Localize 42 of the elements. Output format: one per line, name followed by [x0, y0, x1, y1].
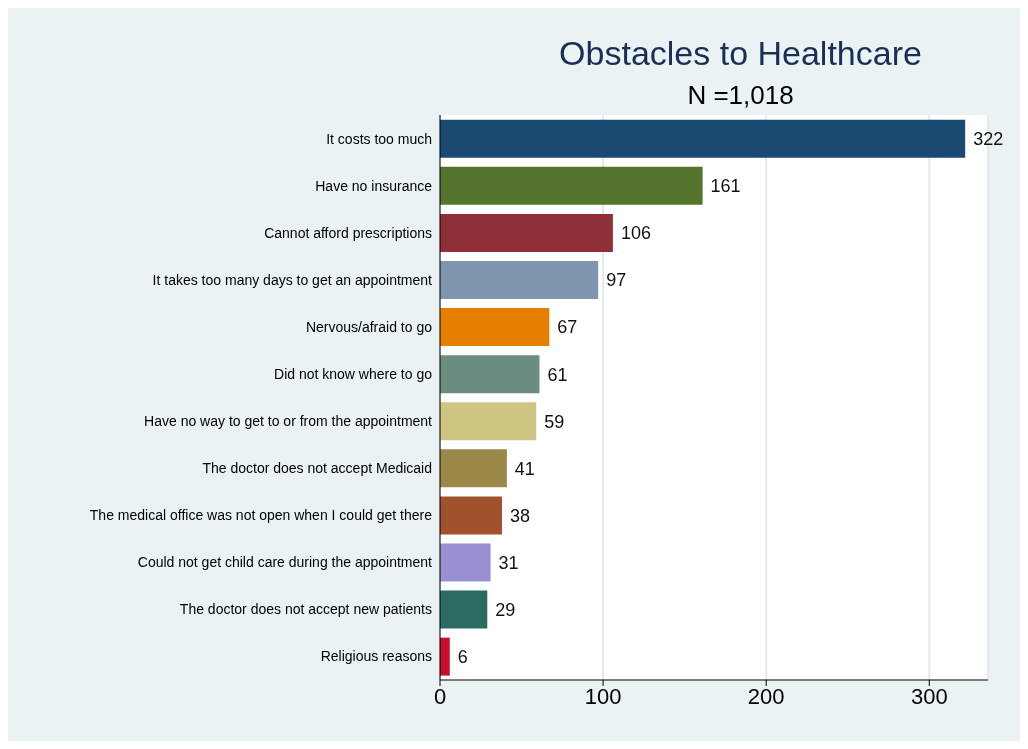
y-tick-label: The doctor does not accept Medicaid: [202, 460, 432, 477]
y-tick-label: Could not get child care during the appointment: [137, 554, 433, 571]
chart-subtitle: N =1,018: [686, 80, 795, 111]
data-label: 61: [547, 364, 568, 385]
x-tick-label: 200: [747, 683, 785, 709]
x-tick-label: 100: [584, 683, 622, 709]
bar: [440, 308, 550, 347]
y-tick-label: Nervous/afraid to go: [305, 318, 433, 335]
data-label: 59: [544, 411, 565, 432]
bar: [440, 496, 502, 535]
data-label: 161: [710, 176, 741, 197]
y-tick-label: It takes too many days to get an appointment: [152, 271, 433, 288]
data-label: 67: [557, 317, 578, 338]
data-label: 106: [620, 223, 651, 244]
bar: [440, 355, 540, 394]
y-tick-label: Cannot afford prescriptions: [264, 224, 432, 241]
bar: [440, 166, 703, 205]
data-label: 41: [514, 458, 535, 479]
y-tick-label: Have no way to get to or from the appointment: [144, 413, 433, 430]
bar: [440, 213, 613, 252]
data-label: 322: [973, 129, 1004, 150]
data-label: 38: [509, 505, 531, 526]
bar: [440, 402, 537, 441]
y-tick-label: It costs too much: [326, 130, 432, 147]
bar: [440, 119, 966, 158]
bar: [440, 590, 488, 629]
data-label: 29: [495, 599, 516, 620]
data-label: 31: [498, 552, 519, 573]
y-tick-label: Religious reasons: [320, 648, 432, 665]
x-tick-label: 300: [910, 683, 948, 709]
chart-title: Obstacles to Healthcare: [558, 34, 923, 73]
data-label: 97: [606, 270, 627, 291]
data-label: 6: [457, 647, 468, 668]
y-tick-label: The medical office was not open when I could get there: [89, 507, 433, 524]
bar: [440, 260, 599, 299]
y-tick-label: Have no insurance: [315, 177, 433, 194]
bar: [440, 637, 450, 676]
x-tick-label: 0: [433, 683, 447, 709]
bar: [440, 449, 507, 488]
bar: [440, 543, 491, 582]
y-tick-label: Did not know where to go: [274, 365, 433, 382]
y-tick-label: The doctor does not accept new patients: [179, 601, 432, 618]
